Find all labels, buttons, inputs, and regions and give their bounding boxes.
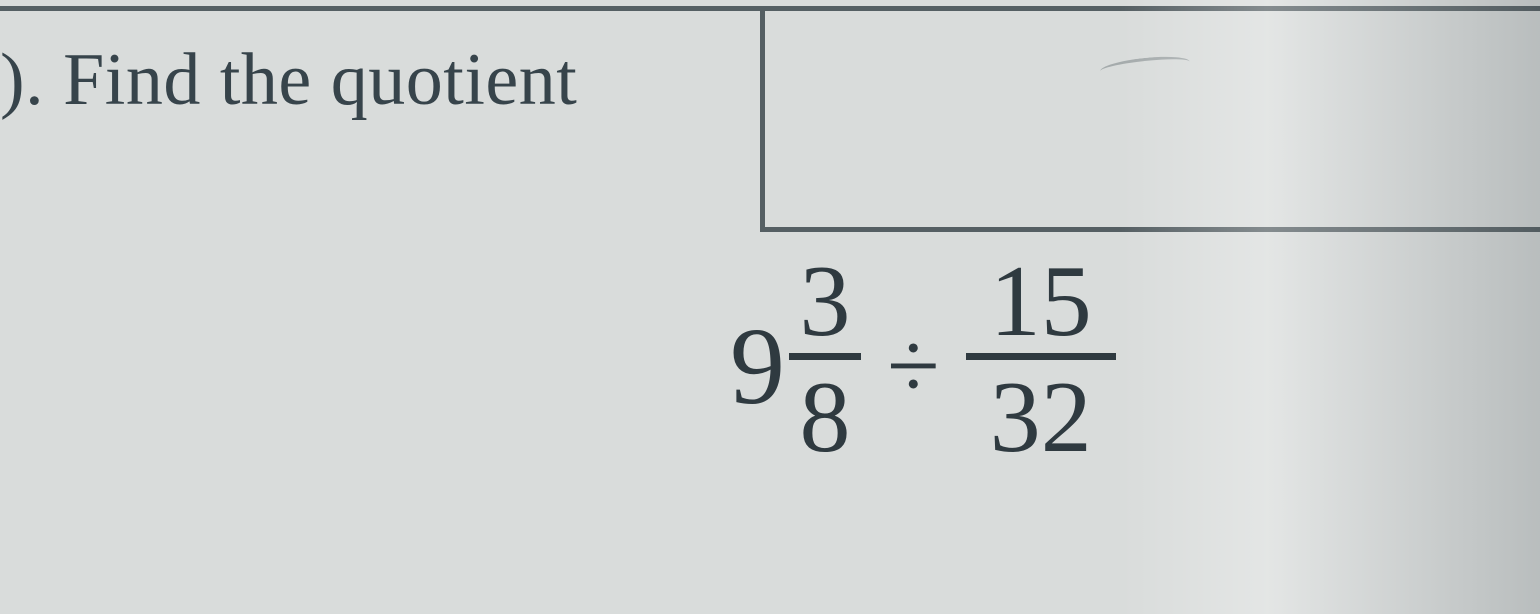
left-numerator: 3: [794, 248, 857, 355]
problem-prompt: ). Find the quotient: [0, 38, 577, 123]
left-fraction: 3 8: [789, 248, 861, 471]
right-denominator: 32: [984, 364, 1098, 471]
right-fraction-bar: [966, 353, 1116, 360]
left-denominator: 8: [794, 364, 857, 471]
answer-box: [760, 6, 1540, 232]
right-numerator: 15: [984, 248, 1098, 355]
left-fraction-bar: [789, 353, 861, 360]
problem-number-fragment: ).: [0, 39, 44, 121]
mixed-whole: 9: [730, 311, 785, 421]
right-fraction: 15 32: [966, 248, 1116, 471]
division-operator: ÷: [887, 318, 940, 414]
prompt-text: Find the quotient: [63, 39, 577, 121]
math-expression: 9 3 8 ÷ 15 32: [730, 248, 1116, 471]
